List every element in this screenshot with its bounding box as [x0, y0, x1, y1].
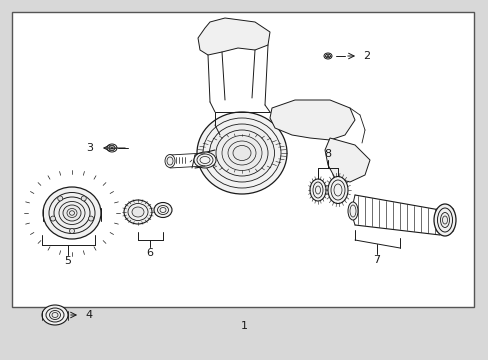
Ellipse shape	[164, 154, 175, 167]
Text: 6: 6	[146, 248, 153, 258]
Text: 2: 2	[362, 51, 369, 61]
Ellipse shape	[124, 200, 152, 224]
Circle shape	[435, 208, 439, 212]
Ellipse shape	[107, 144, 117, 152]
Ellipse shape	[232, 145, 250, 161]
Ellipse shape	[43, 187, 101, 239]
Text: 5: 5	[64, 256, 71, 266]
Ellipse shape	[324, 53, 331, 59]
Text: 1: 1	[240, 321, 247, 331]
Circle shape	[435, 228, 439, 232]
Circle shape	[50, 216, 55, 221]
Ellipse shape	[42, 305, 68, 325]
Ellipse shape	[49, 310, 61, 320]
Text: 7: 7	[373, 255, 380, 265]
Circle shape	[58, 196, 62, 201]
Circle shape	[88, 216, 93, 221]
Text: 4: 4	[85, 310, 92, 320]
Ellipse shape	[63, 205, 81, 221]
Ellipse shape	[132, 207, 143, 217]
Circle shape	[69, 229, 74, 234]
Ellipse shape	[433, 204, 455, 236]
Text: 3: 3	[86, 143, 93, 153]
Text: 8: 8	[324, 149, 331, 159]
Polygon shape	[269, 100, 354, 140]
Circle shape	[449, 228, 453, 232]
Ellipse shape	[54, 197, 90, 229]
Ellipse shape	[222, 135, 262, 171]
Ellipse shape	[209, 124, 274, 182]
Polygon shape	[325, 138, 369, 182]
Polygon shape	[198, 18, 269, 55]
Ellipse shape	[347, 202, 357, 220]
Ellipse shape	[440, 212, 448, 228]
Circle shape	[449, 208, 453, 212]
Ellipse shape	[194, 152, 216, 168]
Bar	[12, 12, 473, 307]
Ellipse shape	[154, 202, 172, 217]
Circle shape	[81, 196, 86, 201]
Ellipse shape	[327, 176, 347, 203]
Ellipse shape	[197, 112, 286, 194]
Ellipse shape	[309, 179, 325, 201]
